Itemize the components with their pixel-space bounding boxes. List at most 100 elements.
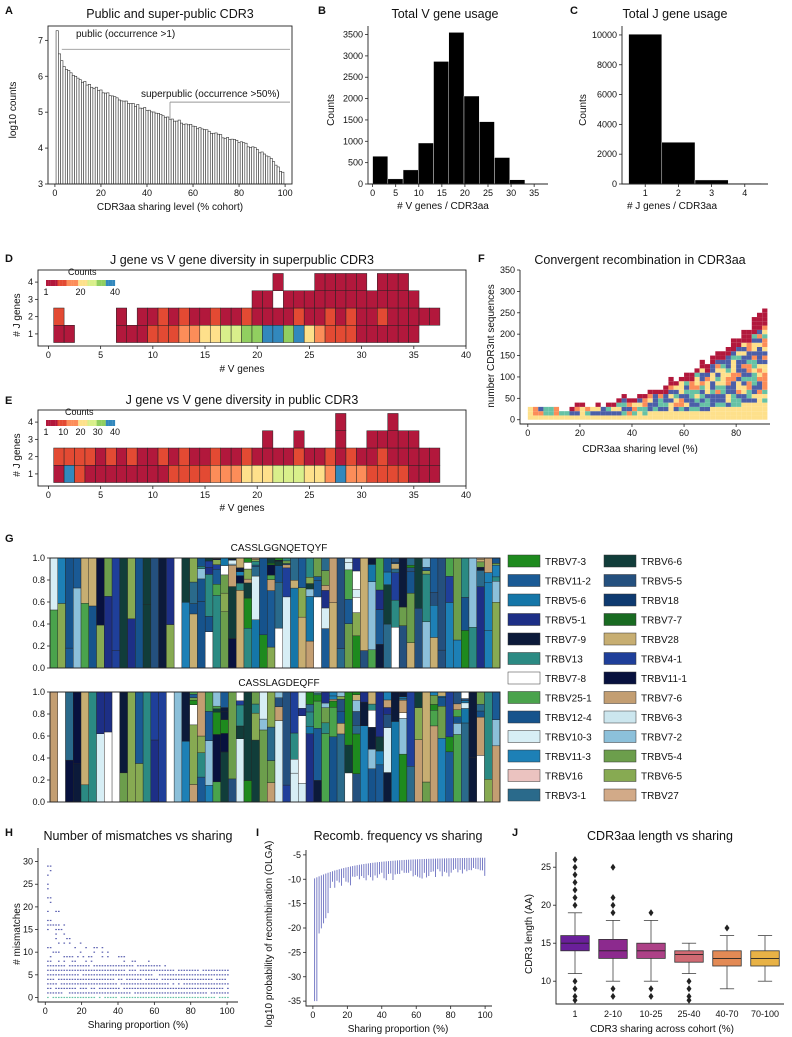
stacked-segment	[414, 608, 423, 669]
stacked-bars-top	[49, 557, 501, 669]
scatter-point	[82, 978, 85, 980]
heat-cell	[715, 415, 721, 420]
y-tick-label: -10	[288, 874, 301, 884]
colorbar-step	[98, 420, 102, 426]
stacked-segment	[166, 691, 175, 803]
stacked-segment	[398, 606, 408, 626]
heat-cell	[585, 406, 591, 412]
stacked-segment	[135, 691, 144, 764]
scatter-point	[205, 983, 207, 985]
scatter-point	[137, 983, 139, 985]
scatter-point	[85, 996, 87, 999]
stacked-segment	[313, 596, 322, 669]
scatter-point	[186, 983, 188, 985]
y-tick-label: 0	[510, 415, 515, 425]
stacked-segment	[228, 638, 237, 669]
colorbar-step	[108, 420, 111, 426]
bar	[221, 137, 225, 185]
scatter-point	[205, 996, 207, 999]
ylabel-d: # J genes	[12, 293, 23, 336]
heat-cell	[605, 415, 612, 420]
stacked-segment	[88, 691, 97, 803]
bar	[191, 125, 195, 185]
heat-cell	[590, 411, 596, 416]
legend-swatch	[507, 632, 541, 646]
heat-cell	[324, 273, 336, 291]
scatter-point	[167, 983, 169, 985]
bar	[189, 124, 193, 185]
legend-swatch	[507, 691, 541, 704]
bar	[127, 103, 131, 185]
scatter-point	[158, 974, 161, 976]
scatter-point	[145, 974, 147, 976]
stacked-segment	[461, 630, 470, 669]
stacked-segment	[414, 707, 423, 740]
heat-cell	[762, 415, 768, 420]
colorbar-step	[57, 280, 60, 286]
heat-cell	[710, 406, 716, 412]
heat-cell	[595, 415, 601, 420]
heat-cell	[751, 398, 757, 403]
scatter-point	[139, 978, 142, 980]
scatter-point	[134, 996, 136, 999]
stacked-segment	[484, 582, 493, 631]
stacked-segment	[166, 624, 175, 669]
legend-swatch	[507, 730, 541, 743]
stacked-segment	[228, 565, 237, 587]
ylabel-h: # mismatches	[12, 903, 23, 965]
stacked-segment	[484, 572, 493, 583]
panel-letter-j: J	[512, 827, 518, 839]
stacked-segment	[305, 711, 314, 727]
stacked-segment	[298, 715, 307, 784]
colorbar-step	[103, 420, 106, 426]
scatter-point	[161, 969, 164, 971]
heat-cell	[366, 430, 378, 449]
y-tick-label: -25	[288, 947, 301, 957]
heat-cell	[637, 398, 643, 403]
heat-cell	[293, 290, 305, 309]
scatter-point	[145, 978, 147, 980]
y-tick-label: 6	[38, 71, 43, 81]
x-tick-label: 100	[220, 1006, 235, 1016]
scatter-point	[224, 969, 226, 971]
heat-cell	[621, 398, 627, 403]
heat-cell	[616, 411, 622, 416]
stacked-segment	[104, 557, 113, 597]
heat-cell	[189, 465, 201, 483]
stacked-segment	[313, 693, 322, 696]
heat-cell	[616, 402, 622, 407]
colorbar-step	[85, 280, 88, 286]
stacked-segment	[352, 557, 361, 572]
heat-cell	[668, 389, 674, 395]
flier-point	[572, 985, 578, 993]
scatter-point	[186, 992, 188, 994]
heat-cell	[710, 359, 716, 365]
y-tick-label: 10000	[592, 30, 617, 40]
scatter-point	[55, 996, 57, 999]
ylabel-j: CDR3 length (AA)	[524, 894, 535, 974]
stacked-segment	[212, 584, 221, 596]
scatter-point	[205, 974, 207, 976]
heat-cell	[293, 465, 305, 483]
scatter-point	[58, 996, 60, 999]
y-tick-label: 10	[23, 947, 33, 957]
flier-point	[686, 992, 692, 1000]
stacked-segment	[305, 577, 314, 584]
x-tick-label: 2-10	[604, 1009, 622, 1019]
stacked-segment	[236, 567, 245, 572]
scatter-point	[55, 987, 57, 990]
scatter-point	[167, 969, 169, 971]
x-tick-label: 5	[98, 350, 103, 360]
stacked-segment	[204, 567, 214, 575]
scatter-point	[178, 983, 180, 985]
bar	[184, 123, 188, 185]
bar	[239, 141, 243, 185]
heat-cell	[730, 338, 737, 343]
stacked-segment	[429, 637, 439, 669]
stacked-segment	[336, 557, 346, 649]
heat-cell	[746, 355, 752, 360]
heat-cell	[189, 307, 201, 326]
x-tick-label: 10	[148, 490, 158, 500]
scatter-point	[128, 969, 131, 971]
